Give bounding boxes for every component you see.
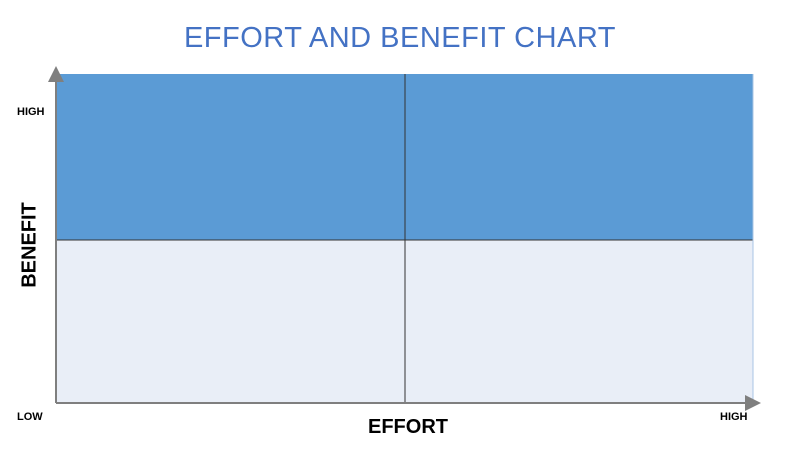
quadrant-top-right [405, 74, 753, 240]
x-axis-high-label: HIGH [720, 411, 748, 423]
quadrant-bottom-left [56, 240, 405, 403]
quadrant-bottom-right [405, 240, 753, 403]
y-axis-title: BENEFIT [18, 202, 41, 288]
y-axis-high-label: HIGH [17, 106, 45, 118]
quadrant-top-left [56, 74, 405, 240]
axis-low-label: LOW [17, 411, 43, 423]
x-axis-title: EFFORT [368, 416, 448, 438]
chart-title: EFFORT AND BENEFIT CHART [183, 22, 617, 54]
